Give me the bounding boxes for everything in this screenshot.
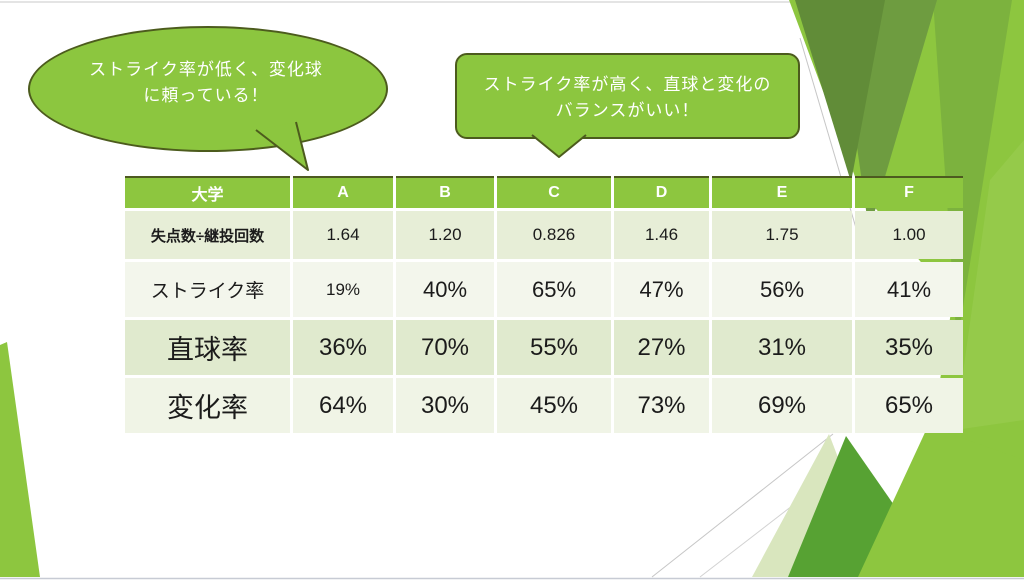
- callout-left-balloon: [28, 26, 388, 152]
- cell-value-highlight-green: 55%: [497, 320, 611, 375]
- header-cell-e: E: [712, 176, 852, 208]
- cell-value: 47%: [614, 262, 709, 317]
- callout-left-line2: に頼っている！: [143, 86, 269, 105]
- cell-value: 41%: [855, 262, 963, 317]
- cell-value: 73%: [614, 378, 709, 433]
- cell-value: 65%: [855, 378, 963, 433]
- header-cell-d: D: [614, 176, 709, 208]
- cell-value: 35%: [855, 320, 963, 375]
- cell-value: 31%: [712, 320, 852, 375]
- callout-right-line2: バランスがいい！: [555, 101, 700, 120]
- cell-value: 69%: [712, 378, 852, 433]
- header-cell-a: A: [293, 176, 393, 208]
- callout-left-line1: ストライク率が低く、変化球: [89, 60, 323, 79]
- callout-left-tail: [255, 121, 309, 171]
- row-label: ストライク率: [125, 262, 290, 317]
- facet-dark-triangle-left: [795, 0, 885, 182]
- table-row-strike-rate: ストライク率 19% 40% 65% 47% 56% 41%: [125, 262, 963, 317]
- cell-value: 27%: [614, 320, 709, 375]
- callout-right-line1: ストライク率が高く、直球と変化の: [483, 75, 772, 94]
- cell-value: 36%: [293, 320, 393, 375]
- table-row-runs-per-relief: 失点数÷継投回数 1.64 1.20 0.826 1.46 1.75 1.00: [125, 211, 963, 259]
- cell-value: 1.20: [396, 211, 494, 259]
- cell-value: 1.00: [855, 211, 963, 259]
- callout-right-tail: [531, 134, 587, 158]
- cell-value: 1.75: [712, 211, 852, 259]
- row-label: 直球率: [125, 320, 290, 375]
- facet-bottom-bright: [858, 426, 1024, 577]
- facet-left-wedge: [0, 342, 40, 577]
- cell-value: 30%: [396, 378, 494, 433]
- table-header-row: 大学 A B C D E F: [125, 176, 963, 208]
- facet-stripe-light: [955, 140, 1024, 430]
- table-row-breaking-rate: 変化率 64% 30% 45% 73% 69% 65%: [125, 378, 963, 433]
- row-label: 変化率: [125, 378, 290, 433]
- row-label: 失点数÷継投回数: [125, 211, 290, 259]
- cell-value: 0.826: [497, 211, 611, 259]
- stats-table: 大学 A B C D E F 失点数÷継投回数 1.64 1.20 0.826 …: [122, 173, 966, 436]
- callout-left-text: ストライク率が低く、変化球 に頼っている！: [30, 57, 382, 109]
- cell-value-highlight-red: 65%: [497, 262, 611, 317]
- cell-value-highlight-green: 45%: [497, 378, 611, 433]
- cell-value: 56%: [712, 262, 852, 317]
- cell-value: 1.46: [614, 211, 709, 259]
- callout-right-balloon: [455, 53, 800, 139]
- stats-table-container: 大学 A B C D E F 失点数÷継投回数 1.64 1.20 0.826 …: [122, 173, 966, 436]
- header-cell-c: C: [497, 176, 611, 208]
- cell-value: 40%: [396, 262, 494, 317]
- cell-value: 1.64: [293, 211, 393, 259]
- header-cell-university: 大学: [125, 176, 290, 208]
- header-cell-f: F: [855, 176, 963, 208]
- table-row-fastball-rate: 直球率 36% 70% 55% 27% 31% 35%: [125, 320, 963, 375]
- callout-right-text: ストライク率が高く、直球と変化の バランスがいい！: [457, 72, 798, 124]
- cell-value-highlight-blue: 19%: [293, 262, 393, 317]
- hairline-bottom-right-1: [651, 433, 834, 578]
- cell-value-highlight-red: 64%: [293, 378, 393, 433]
- cell-value: 70%: [396, 320, 494, 375]
- header-cell-b: B: [396, 176, 494, 208]
